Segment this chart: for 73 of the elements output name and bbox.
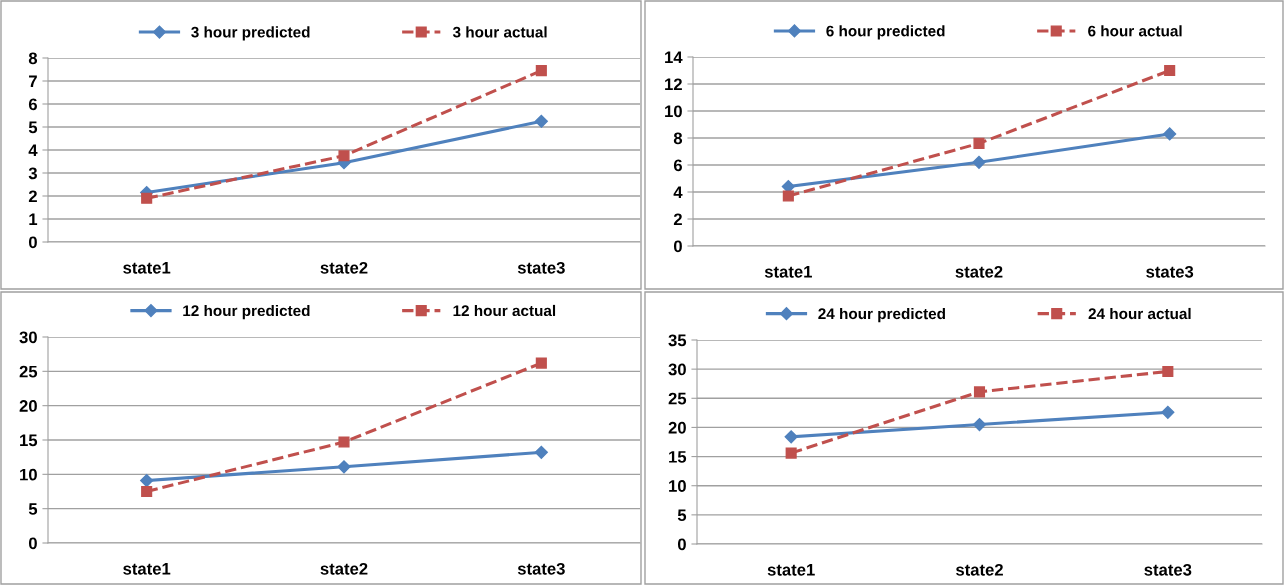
y-tick-label: 35 <box>668 334 687 347</box>
point <box>1164 64 1176 77</box>
point <box>338 150 350 162</box>
y-tick-label: 0 <box>677 538 686 551</box>
x-tick-label: state1 <box>764 266 812 278</box>
legend-label: 3 hour actual <box>452 26 547 38</box>
point <box>1162 365 1174 378</box>
point <box>782 190 794 202</box>
y-tick-label: 7 <box>29 75 37 88</box>
y-tick-label: 25 <box>19 365 38 378</box>
point <box>1163 127 1177 141</box>
legend-label: 3 hour predicted <box>191 26 310 41</box>
point <box>972 417 987 432</box>
point <box>140 473 154 488</box>
y-tick-label: 20 <box>19 400 37 412</box>
x-tick-label: state1 <box>123 563 171 575</box>
y-tick-label: 5 <box>677 509 687 522</box>
point <box>338 436 350 448</box>
x-tick-label: state3 <box>1144 563 1192 576</box>
y-tick-label: 0 <box>28 236 37 249</box>
y-tick-label: 5 <box>28 121 38 134</box>
y-tick-label: 10 <box>669 480 686 492</box>
y-tick-label: 6 <box>673 159 682 172</box>
y-tick-label: 25 <box>668 392 687 405</box>
legend-label: 6 hour predicted <box>826 25 945 40</box>
y-tick-label: 15 <box>20 434 38 447</box>
legend-label: 12 hour actual <box>453 304 556 317</box>
y-tick-label: 0 <box>673 240 682 253</box>
point <box>784 430 798 444</box>
x-tick-label: state2 <box>320 562 368 575</box>
legend-label: 24 hour actual <box>1088 307 1191 320</box>
y-tick-label: 12 <box>665 78 682 91</box>
x-tick-label: state2 <box>956 563 1003 576</box>
y-tick-label: 10 <box>20 468 37 481</box>
point <box>534 114 548 128</box>
point <box>973 137 985 149</box>
point <box>973 386 986 398</box>
y-tick-label: 14 <box>665 51 683 64</box>
point <box>141 485 153 498</box>
y-tick-label: 8 <box>28 52 38 65</box>
y-tick-label: 30 <box>668 363 686 376</box>
point <box>141 192 153 204</box>
y-tick-label: 1 <box>29 213 38 226</box>
point <box>337 460 351 474</box>
y-tick-label: 15 <box>669 451 687 463</box>
x-tick-label: state2 <box>955 265 1003 278</box>
x-tick-label: state1 <box>767 564 815 576</box>
point <box>785 447 797 459</box>
y-tick-label: 20 <box>668 421 686 434</box>
point <box>535 357 547 369</box>
y-tick-label: 30 <box>19 331 37 344</box>
y-tick-label: 10 <box>665 105 682 118</box>
y-tick-label: 2 <box>673 213 682 226</box>
y-tick-label: 2 <box>28 190 37 203</box>
legend-label: 24 hour predicted <box>818 307 945 323</box>
x-tick-label: state1 <box>123 262 171 274</box>
point <box>1161 405 1175 419</box>
x-tick-label: state3 <box>1146 265 1194 278</box>
y-tick-label: 5 <box>28 503 38 515</box>
point <box>972 155 986 169</box>
y-tick-label: 0 <box>28 537 37 550</box>
y-tick-label: 8 <box>673 132 683 145</box>
x-tick-label: state2 <box>320 261 368 274</box>
legend-label: 12 hour predicted <box>183 304 310 320</box>
y-tick-label: 3 <box>28 167 37 180</box>
x-tick-label: state3 <box>517 261 565 274</box>
y-tick-label: 4 <box>673 186 683 199</box>
point <box>535 65 547 77</box>
y-tick-label: 4 <box>28 144 38 157</box>
legend-label: 6 hour actual <box>1088 25 1182 37</box>
point <box>534 445 548 459</box>
y-tick-label: 6 <box>28 98 37 111</box>
x-tick-label: state3 <box>517 562 565 575</box>
